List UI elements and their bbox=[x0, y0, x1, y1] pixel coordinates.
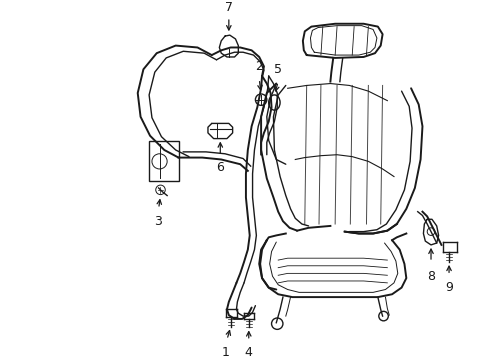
Text: 2: 2 bbox=[255, 60, 263, 73]
Polygon shape bbox=[302, 24, 382, 58]
Text: 3: 3 bbox=[153, 215, 161, 228]
FancyBboxPatch shape bbox=[149, 141, 179, 181]
Polygon shape bbox=[259, 240, 406, 297]
Polygon shape bbox=[207, 123, 232, 139]
Polygon shape bbox=[423, 219, 438, 245]
Text: 5: 5 bbox=[274, 63, 282, 76]
Text: 1: 1 bbox=[222, 346, 229, 359]
Text: 9: 9 bbox=[444, 281, 452, 294]
Polygon shape bbox=[219, 35, 238, 57]
Ellipse shape bbox=[268, 95, 280, 110]
Text: 8: 8 bbox=[426, 270, 434, 283]
Text: 6: 6 bbox=[216, 161, 224, 174]
Text: 7: 7 bbox=[224, 1, 232, 14]
Text: 4: 4 bbox=[244, 346, 252, 360]
